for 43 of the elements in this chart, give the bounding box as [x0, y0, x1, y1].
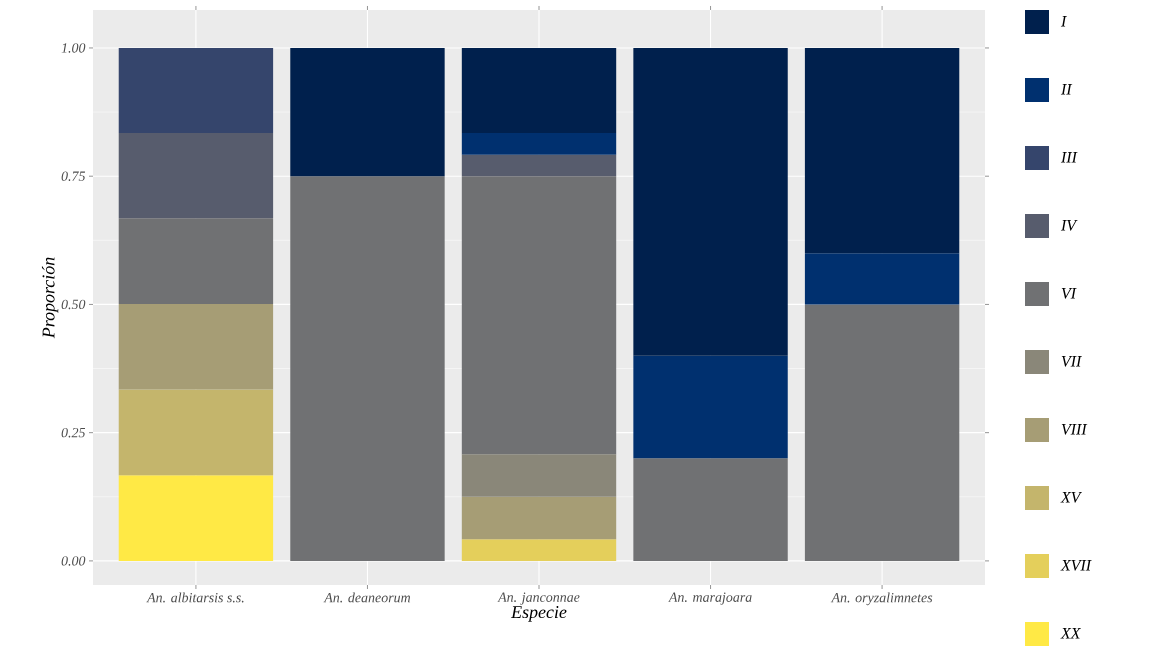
y-tick-label: 1.00: [61, 43, 86, 53]
bar: [461, 133, 617, 155]
y-tick-label: 0.75: [61, 171, 86, 181]
legend-label: II: [1060, 84, 1073, 95]
bar: [804, 47, 960, 254]
bar: [290, 47, 445, 177]
legend-label: VIII: [1061, 424, 1088, 435]
bar: [461, 454, 617, 497]
y-tick-label: 0.00: [61, 556, 86, 566]
bar: [118, 475, 274, 561]
bar: [461, 47, 617, 134]
legend-label: III: [1060, 152, 1078, 163]
x-tick-label: An. janconnae: [497, 592, 580, 605]
bar: [118, 218, 274, 304]
legend-label: XVII: [1060, 560, 1092, 571]
legend-label: IV: [1060, 220, 1078, 231]
bar: [633, 355, 788, 459]
legend-label: XV: [1060, 492, 1082, 503]
bar: [461, 539, 617, 561]
x-tick-label: An. oryzalimnetes: [830, 592, 933, 606]
bar: [118, 303, 274, 390]
y-axis-title: Proporción: [41, 257, 59, 339]
bar: [461, 496, 617, 540]
bar: [118, 47, 274, 134]
bar: [804, 304, 960, 561]
legend-label: VI: [1061, 288, 1077, 299]
bar: [633, 47, 788, 356]
bar: [461, 176, 617, 455]
legend-label: XX: [1060, 628, 1081, 639]
x-tick-label: An. albitarsis s.s.: [146, 592, 244, 603]
legend-label: VII: [1061, 356, 1082, 367]
x-tick-label: An. marajoara: [668, 592, 752, 605]
bar: [118, 389, 274, 476]
bar: [461, 154, 617, 177]
y-tick-label: 0.50: [61, 299, 86, 310]
x-axis-title: Especie: [510, 606, 567, 622]
bar: [118, 133, 274, 219]
bar: [633, 458, 788, 561]
y-tick-label: 0.25: [61, 427, 86, 438]
legend-label: I: [1060, 16, 1067, 27]
bar: [804, 253, 960, 305]
x-tick-label: An. deaneorum: [323, 592, 411, 603]
bar: [290, 176, 445, 561]
